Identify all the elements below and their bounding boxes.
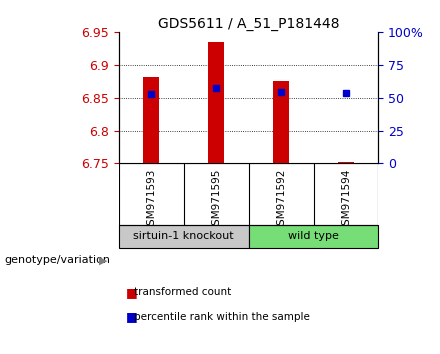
Text: ▶: ▶ xyxy=(99,255,108,265)
Text: GSM971595: GSM971595 xyxy=(211,169,221,232)
Bar xyxy=(208,42,224,164)
Text: genotype/variation: genotype/variation xyxy=(4,255,110,265)
Text: GSM971593: GSM971593 xyxy=(146,169,156,232)
Bar xyxy=(273,81,289,164)
Text: GSM971594: GSM971594 xyxy=(341,169,351,232)
Text: GSM971592: GSM971592 xyxy=(276,169,286,232)
Bar xyxy=(143,76,159,164)
Title: GDS5611 / A_51_P181448: GDS5611 / A_51_P181448 xyxy=(158,17,339,31)
Text: ■: ■ xyxy=(125,286,137,298)
Bar xyxy=(119,225,249,248)
Text: transformed count: transformed count xyxy=(134,287,231,297)
Text: ■: ■ xyxy=(125,310,137,323)
Bar xyxy=(249,225,378,248)
Bar xyxy=(338,162,354,164)
Text: sirtuin-1 knockout: sirtuin-1 knockout xyxy=(133,232,234,241)
Text: percentile rank within the sample: percentile rank within the sample xyxy=(134,312,310,322)
Text: wild type: wild type xyxy=(288,232,339,241)
